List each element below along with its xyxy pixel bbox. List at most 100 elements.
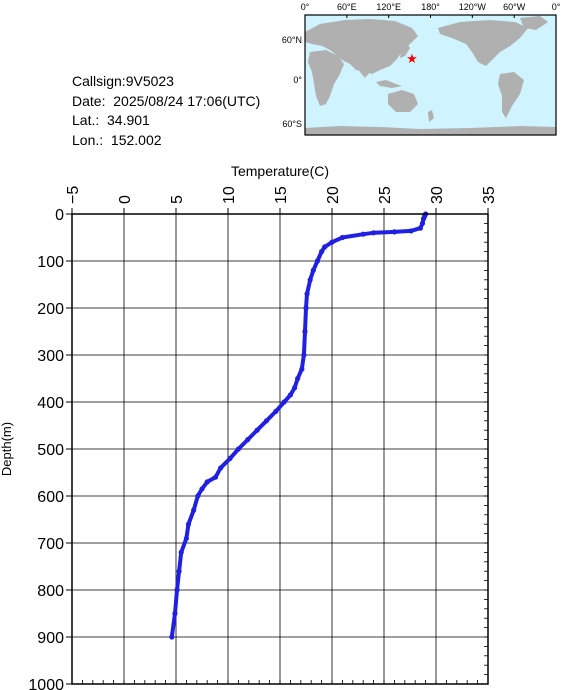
land-greenland — [520, 16, 548, 30]
map-latitude-label: 0° — [293, 75, 302, 85]
map-longitude-label: 60°W — [503, 2, 526, 12]
map-longitude-label: 60°E — [337, 2, 357, 12]
profile-point — [195, 493, 201, 499]
profile-point — [199, 486, 205, 492]
profile-point — [183, 535, 189, 541]
y-tick-label: 200 — [37, 301, 64, 318]
profile-point — [169, 634, 175, 640]
profile-line — [169, 212, 428, 639]
profile-point — [227, 455, 233, 461]
land-north-america — [438, 20, 528, 66]
map-latitude-labels: 60°N 0° 60°S — [282, 35, 303, 129]
callsign-text: Callsign:9V5023 — [72, 73, 174, 89]
profile-point — [185, 521, 192, 527]
profile-point — [287, 392, 293, 398]
x-tick-label: 35 — [481, 186, 498, 204]
land-africa — [308, 50, 344, 106]
map-land — [305, 16, 556, 135]
y-tick-label: 600 — [37, 489, 64, 506]
profile-point — [245, 437, 251, 443]
y-tick-labels: 0 100 200 300 400 500 600 700 800 900 1000 — [28, 207, 64, 690]
date-text: Date: 2025/08/24 17:06(UTC) — [72, 92, 261, 109]
profile-point — [339, 234, 345, 241]
land-eurasia — [305, 19, 418, 74]
profile-point — [172, 610, 178, 617]
map-latitude-label: 60°N — [282, 35, 302, 45]
y-tick-label: 700 — [37, 536, 64, 553]
profile-point — [310, 267, 316, 273]
profile-point — [191, 507, 197, 513]
profile-point — [273, 408, 279, 414]
map-latitude-label: 60°S — [282, 119, 302, 129]
profile-point — [304, 291, 310, 297]
profile-point — [303, 305, 309, 311]
x-tick-labels: −5 0 5 10 15 20 25 30 35 — [65, 186, 498, 204]
profile-point — [391, 229, 397, 235]
map-longitude-label: 0° — [552, 2, 561, 12]
land-south-america — [498, 72, 524, 118]
land-japan — [400, 42, 410, 58]
profile-point — [291, 385, 298, 391]
chart-grid — [71, 213, 489, 685]
profile-point — [417, 225, 423, 231]
profile-point — [419, 220, 426, 226]
station-info: Callsign:9V5023 Date: 2025/08/24 17:06(U… — [72, 72, 260, 150]
longitude-text: Lon.: 152.002 — [72, 131, 162, 148]
land-antarctica — [305, 126, 556, 135]
profile-point — [329, 239, 335, 245]
x-tick-label: 15 — [273, 186, 290, 204]
y-tick-label: 800 — [37, 583, 64, 600]
land-indonesia — [376, 80, 402, 88]
x-tick-label: 25 — [377, 186, 394, 204]
map-longitude-label: 120°E — [376, 2, 401, 12]
x-tick-label: 0 — [117, 195, 134, 204]
plot-frame — [71, 213, 489, 685]
map-longitude-label: 120°W — [459, 2, 487, 12]
profile-point — [176, 568, 182, 574]
station-marker-icon: ★ — [406, 51, 418, 66]
x-tick-label: 30 — [429, 186, 446, 204]
profile-point — [178, 549, 184, 556]
y-tick-label: 0 — [55, 207, 64, 224]
profile-point — [281, 399, 287, 405]
y-tick-label: 500 — [37, 442, 64, 459]
x-tick-label: −5 — [65, 186, 82, 204]
profile-point — [299, 366, 305, 372]
profile-point — [235, 446, 241, 452]
profile-point — [307, 277, 313, 283]
land-new-zealand — [428, 110, 434, 122]
profile-point — [420, 216, 427, 222]
profile-point — [371, 230, 377, 236]
land-australia — [388, 90, 418, 112]
profile-point — [319, 249, 325, 255]
profile-point — [204, 479, 210, 485]
temperature-profile-series — [169, 211, 429, 640]
profile-point — [254, 427, 260, 433]
land-south-asia — [355, 62, 370, 78]
x-tick-label: 20 — [325, 186, 342, 204]
x-tick-label: 10 — [221, 186, 238, 204]
y-tick-label: 900 — [37, 630, 64, 647]
y-tick-label: 300 — [37, 348, 64, 365]
y-tick-label: 100 — [37, 254, 64, 271]
y-tick-label: 1000 — [28, 677, 64, 690]
chart-minor-ticks — [66, 208, 489, 685]
y-axis-label: Depth(m) — [0, 422, 14, 476]
y-tick-label: 400 — [37, 395, 64, 412]
profile-point — [360, 231, 366, 237]
profile-point — [212, 474, 219, 480]
profile-point — [263, 418, 270, 424]
profile-point — [218, 465, 224, 471]
map-ticks — [304, 15, 557, 18]
profile-point — [322, 244, 328, 250]
profile-point — [302, 328, 308, 335]
profile-point — [295, 375, 301, 382]
profile-point — [408, 228, 414, 234]
x-tick-label: 5 — [169, 195, 186, 204]
map-longitude-labels: 0° 60°E 120°E 180° 120°W 60°W 0° — [301, 2, 561, 12]
profile-point — [174, 587, 180, 593]
map-longitude-label: 0° — [301, 2, 310, 12]
profile-point — [301, 352, 307, 358]
